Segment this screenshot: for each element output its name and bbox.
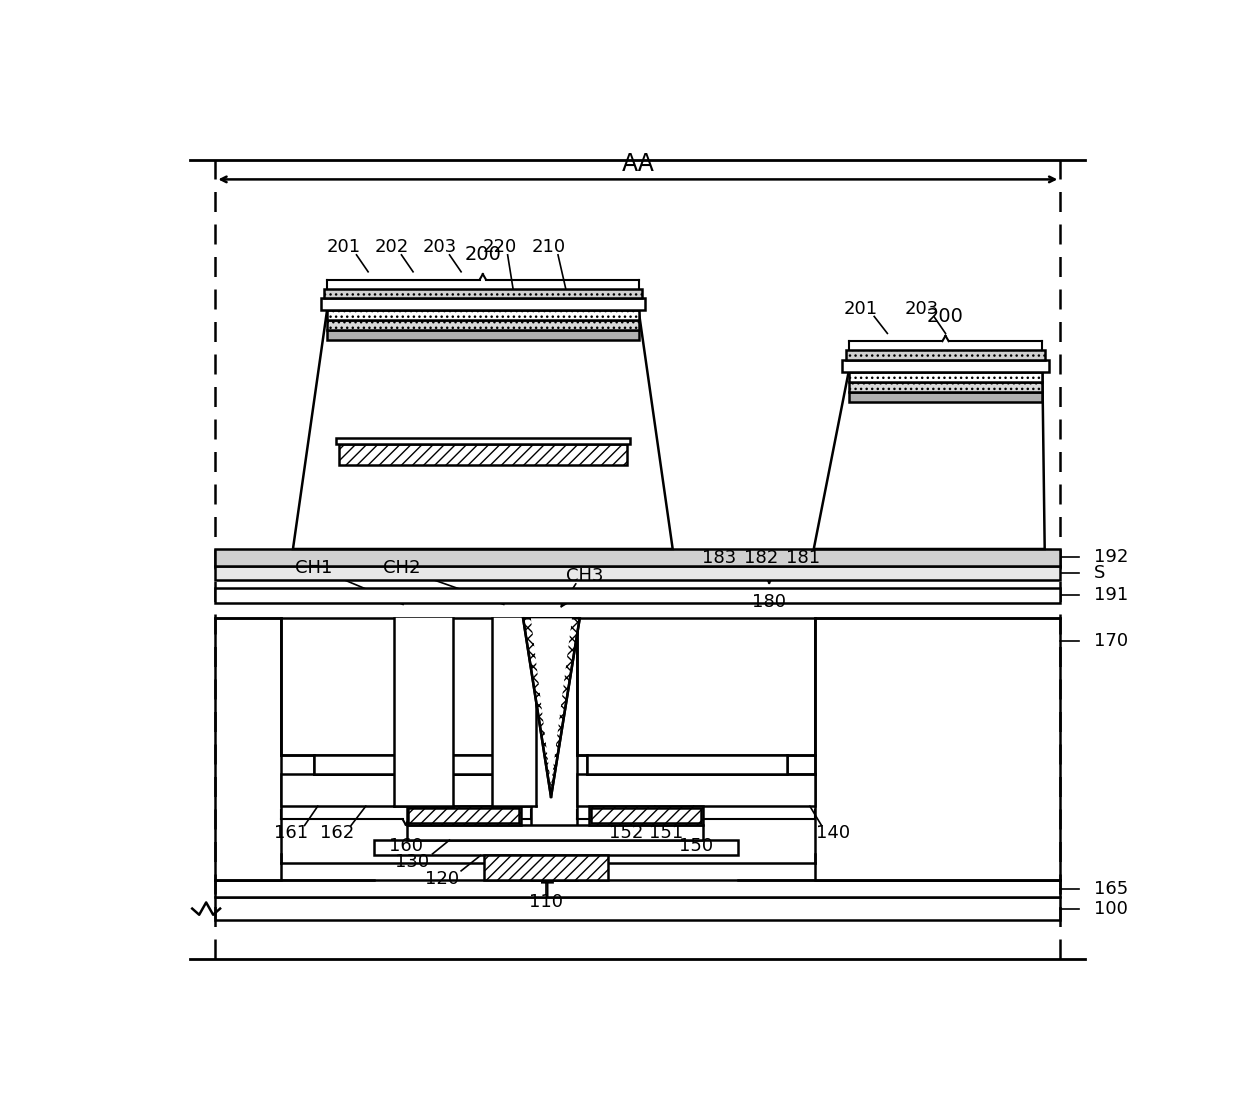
Text: 181: 181 bbox=[786, 549, 820, 567]
Bar bbox=[339, 444, 627, 465]
Polygon shape bbox=[523, 618, 580, 797]
Text: AA: AA bbox=[621, 152, 655, 176]
Bar bbox=[216, 587, 1060, 603]
Bar bbox=[327, 311, 639, 321]
Text: 165: 165 bbox=[1095, 879, 1128, 898]
Bar bbox=[590, 808, 702, 824]
Text: CH2: CH2 bbox=[383, 559, 420, 577]
Text: 180: 180 bbox=[753, 593, 786, 612]
Text: 200: 200 bbox=[928, 307, 963, 326]
Text: 161: 161 bbox=[274, 824, 308, 842]
Bar bbox=[216, 897, 1060, 920]
Bar bbox=[531, 618, 578, 880]
Text: 110: 110 bbox=[529, 892, 563, 910]
Text: 160: 160 bbox=[388, 837, 423, 855]
Text: 201: 201 bbox=[843, 300, 878, 317]
Text: 162: 162 bbox=[320, 824, 355, 842]
Text: 202: 202 bbox=[374, 239, 408, 256]
Bar bbox=[816, 618, 1060, 880]
Text: 182: 182 bbox=[744, 549, 779, 567]
Text: 130: 130 bbox=[396, 852, 429, 870]
Bar bbox=[216, 618, 280, 880]
Bar bbox=[589, 806, 703, 825]
Bar bbox=[324, 289, 642, 297]
Bar bbox=[492, 618, 536, 806]
Text: T: T bbox=[542, 881, 554, 901]
Bar bbox=[578, 618, 816, 756]
Bar bbox=[336, 437, 630, 444]
Text: 151: 151 bbox=[650, 824, 683, 842]
Bar bbox=[848, 372, 1043, 382]
Text: 140: 140 bbox=[816, 824, 851, 842]
Bar bbox=[216, 549, 1060, 566]
Bar bbox=[216, 880, 1060, 897]
Polygon shape bbox=[813, 372, 1044, 549]
Text: 220: 220 bbox=[482, 239, 517, 256]
Text: 100: 100 bbox=[1095, 899, 1128, 918]
Bar bbox=[321, 297, 645, 311]
Bar bbox=[485, 856, 609, 880]
Bar bbox=[327, 321, 639, 331]
Text: 201: 201 bbox=[326, 239, 361, 256]
Bar bbox=[394, 618, 454, 806]
Bar bbox=[327, 331, 639, 341]
Text: 192: 192 bbox=[1095, 548, 1128, 566]
Bar bbox=[373, 840, 738, 856]
Bar bbox=[280, 618, 531, 756]
Text: 152: 152 bbox=[609, 824, 644, 842]
Text: 170: 170 bbox=[1095, 633, 1128, 650]
Text: 150: 150 bbox=[680, 837, 713, 855]
Text: CH1: CH1 bbox=[295, 559, 332, 577]
Text: 203: 203 bbox=[905, 300, 940, 317]
Bar bbox=[848, 392, 1043, 402]
Text: 183: 183 bbox=[702, 549, 737, 567]
Bar bbox=[578, 774, 816, 806]
Bar bbox=[280, 774, 531, 806]
Bar bbox=[407, 806, 521, 825]
Bar bbox=[408, 808, 520, 824]
Text: 191: 191 bbox=[1095, 586, 1128, 604]
Bar bbox=[216, 566, 1060, 579]
Bar bbox=[846, 351, 1045, 360]
Text: 210: 210 bbox=[532, 239, 565, 256]
Bar bbox=[314, 756, 520, 774]
Bar bbox=[407, 825, 703, 840]
Bar bbox=[848, 382, 1043, 392]
Text: S: S bbox=[1095, 564, 1106, 582]
Text: 203: 203 bbox=[423, 239, 456, 256]
Polygon shape bbox=[293, 311, 672, 549]
Bar bbox=[842, 360, 1049, 372]
Text: 200: 200 bbox=[465, 245, 501, 264]
Bar bbox=[588, 756, 786, 774]
Text: 120: 120 bbox=[424, 869, 459, 888]
Polygon shape bbox=[531, 618, 572, 786]
Text: CH3: CH3 bbox=[567, 567, 604, 585]
